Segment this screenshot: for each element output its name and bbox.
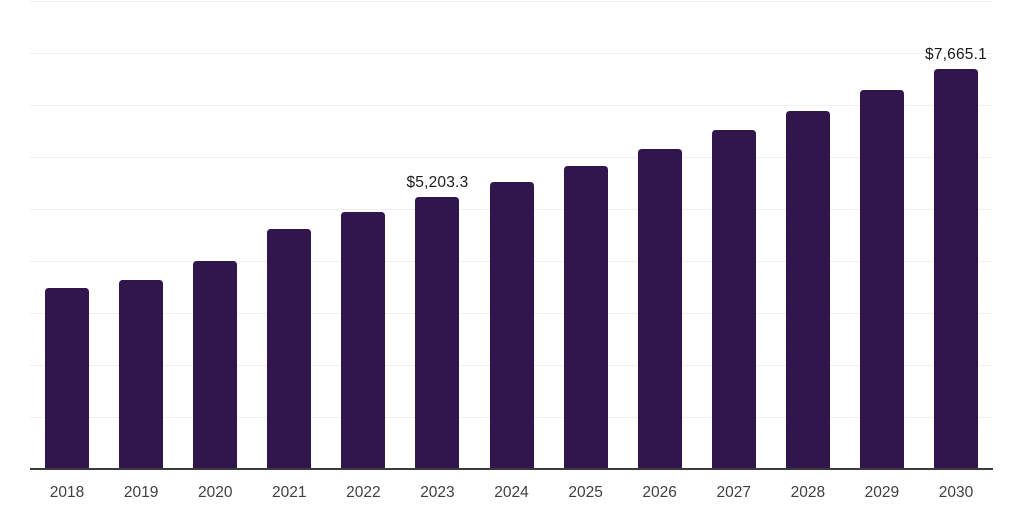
gridline-6000 — [30, 157, 993, 158]
x-tick-label-2028: 2028 — [790, 484, 826, 501]
x-tick-label-2018: 2018 — [49, 484, 85, 501]
bar-2020 — [193, 261, 238, 468]
bar-slot-2022 — [326, 0, 400, 468]
gridline-8000 — [30, 53, 993, 54]
bar-slot-2024 — [474, 0, 548, 468]
bar-2030 — [933, 69, 978, 468]
bar-2028 — [785, 111, 830, 468]
bar-slot-2021 — [252, 0, 326, 468]
x-tick-label-2029: 2029 — [864, 484, 900, 501]
x-axis-line — [30, 468, 993, 470]
bar-2022 — [341, 212, 386, 468]
bar-slot-2029 — [845, 0, 919, 468]
bar-2024 — [489, 182, 534, 468]
bar-slot-2020 — [178, 0, 252, 468]
bar-2025 — [563, 166, 608, 468]
bar-2021 — [267, 228, 312, 468]
plot-area: $5,203.3 $7,665.1 — [30, 0, 993, 470]
bar-2023 — [415, 197, 460, 468]
bar-slot-2027 — [697, 0, 771, 468]
bar-2019 — [119, 280, 164, 468]
bar-2018 — [45, 287, 90, 468]
x-axis-labels: 2018 2019 2020 2021 2022 2023 2024 2025 2026 2027… — [30, 472, 993, 502]
x-tick-label-2027: 2027 — [716, 484, 751, 501]
x-tick-label-2022: 2022 — [346, 484, 381, 501]
bar-value-label-2023: $5,203.3 — [406, 174, 469, 192]
bar-slot-2025 — [549, 0, 623, 468]
bar-slot-2019 — [104, 0, 178, 468]
gridline-9000 — [30, 1, 993, 2]
bar-value-label-2030: $7,665.1 — [925, 46, 987, 64]
x-tick-label-2026: 2026 — [642, 484, 677, 501]
x-tick-label-2024: 2024 — [494, 484, 529, 501]
bar-2029 — [859, 90, 904, 468]
bar-slot-2018 — [30, 0, 104, 468]
x-tick-label-2030: 2030 — [938, 484, 974, 501]
bars-container: $5,203.3 $7,665.1 — [30, 0, 993, 468]
x-tick-label-2020: 2020 — [197, 484, 233, 501]
bar-2027 — [711, 130, 756, 468]
gridline-7000 — [30, 105, 993, 106]
bar-slot-2028 — [771, 0, 845, 468]
x-tick-label-2023: 2023 — [420, 484, 455, 501]
bar-slot-2026 — [623, 0, 697, 468]
x-tick-label-2019: 2019 — [123, 484, 159, 501]
bar-slot-2030: $7,665.1 — [919, 0, 993, 468]
bar-slot-2023: $5,203.3 — [400, 0, 474, 468]
bar-2026 — [637, 148, 682, 468]
x-tick-label-2025: 2025 — [568, 484, 603, 501]
x-tick-label-2021: 2021 — [272, 484, 307, 501]
